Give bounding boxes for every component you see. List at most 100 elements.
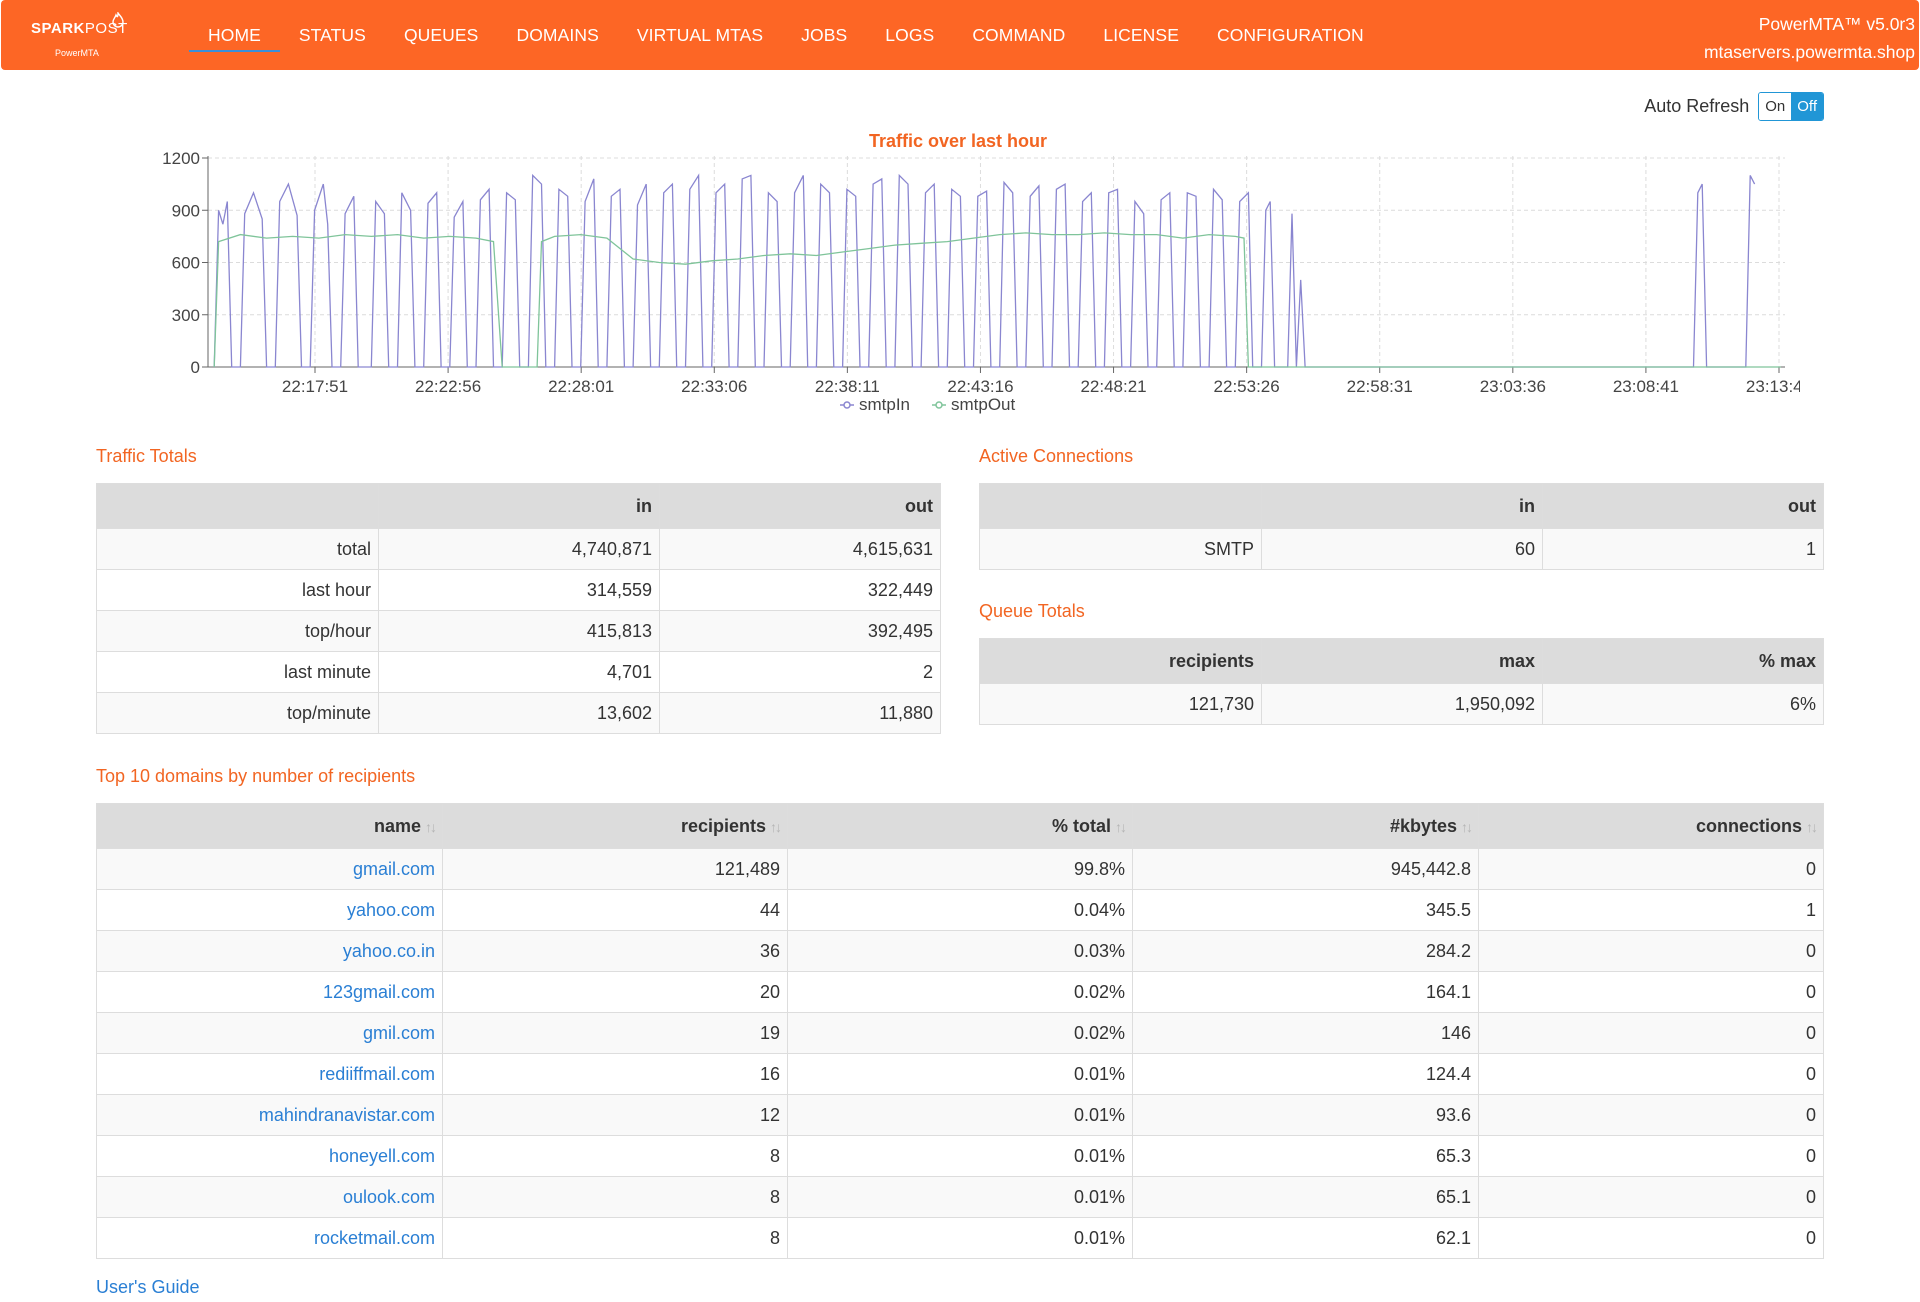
x-tick-label: 23:13:46 [1746, 377, 1800, 396]
host-label: mtaservers.powermta.shop [1703, 42, 1915, 62]
auto-refresh-on-button[interactable]: On [1759, 93, 1792, 120]
cell-value: 0 [1478, 1094, 1824, 1136]
main-nav: HOME STATUS QUEUES DOMAINS VIRTUAL MTAS … [189, 0, 1383, 70]
auto-refresh-toggle[interactable]: On Off [1758, 92, 1824, 121]
sort-recipients-header[interactable]: recipients ↑↓ [442, 803, 788, 849]
cell-value: 415,813 [378, 610, 660, 652]
sort-icon: ↑↓ [1806, 818, 1818, 835]
column-header: recipients [979, 638, 1262, 684]
nav-queues[interactable]: QUEUES [403, 24, 479, 45]
nav-command[interactable]: COMMAND [972, 24, 1066, 45]
nav-home[interactable]: HOME [189, 0, 280, 70]
legend-label: smtpIn [859, 395, 910, 414]
table-row: yahoo.co.in 36 0.03% 284.2 0 [96, 930, 1824, 972]
sort-name-header[interactable]: name ↑↓ [96, 803, 443, 849]
traffic-chart: Traffic over last hour 0 300 600 900 1200 22:1… [162, 131, 1800, 414]
row-label: top/minute [96, 692, 379, 734]
cell-value: 6% [1542, 683, 1824, 725]
cell-value: 99.8% [787, 848, 1133, 890]
brand-name: SPARKPOST [31, 20, 128, 37]
table-row: yahoo.com 44 0.04% 345.5 1 [96, 889, 1824, 931]
sparkpost-logo[interactable]: SPARKPOST PowerMTA [31, 10, 141, 60]
chart-title: Traffic over last hour [869, 131, 1047, 151]
users-guide-link[interactable]: User's Guide [96, 1277, 200, 1297]
domain-link[interactable]: rocketmail.com [313, 1227, 435, 1248]
y-tick-label: 900 [172, 201, 200, 220]
nav-configuration[interactable]: CONFIGURATION [1216, 24, 1364, 45]
cell-value: 62.1 [1132, 1217, 1479, 1259]
domain-link[interactable]: yahoo.co.in [342, 940, 435, 961]
column-header-label: #kbytes [1389, 815, 1457, 836]
cell-value: 392,495 [659, 610, 941, 652]
row-label: last hour [96, 569, 379, 611]
cell-value: 1 [1478, 889, 1824, 931]
domain-link[interactable]: oulook.com [342, 1186, 435, 1207]
cell-value: 65.3 [1132, 1135, 1479, 1177]
x-tick-label: 22:43:16 [947, 377, 1013, 396]
column-header [979, 483, 1262, 529]
domain-link[interactable]: gmail.com [352, 858, 435, 879]
table-row: mahindranavistar.com 12 0.01% 93.6 0 [96, 1094, 1824, 1136]
domain-cell: honeyell.com [96, 1135, 443, 1177]
cell-value: 0.03% [787, 930, 1133, 972]
domain-link[interactable]: 123gmail.com [322, 981, 435, 1002]
x-tick-label: 22:17:51 [282, 377, 348, 396]
nav-domains[interactable]: DOMAINS [516, 24, 599, 45]
navbar: SPARKPOST PowerMTA HOME STATUS QUEUES DO… [1, 0, 1919, 70]
x-tick-label: 22:58:31 [1347, 377, 1413, 396]
sort-icon: ↑↓ [425, 818, 437, 835]
cell-value: 0.02% [787, 971, 1133, 1013]
cell-value: 0 [1478, 1217, 1824, 1259]
cell-value: 4,701 [378, 651, 660, 693]
domain-link[interactable]: rediiffmail.com [319, 1063, 435, 1084]
series-line-smtpIn [213, 173, 1756, 368]
column-header-label: % total [1051, 815, 1111, 836]
column-header: out [659, 483, 941, 529]
sort-kbytes-header[interactable]: #kbytes ↑↓ [1132, 803, 1479, 849]
domain-link[interactable]: honeyell.com [328, 1145, 435, 1166]
cell-value: 13,602 [378, 692, 660, 734]
auto-refresh-off-button[interactable]: Off [1791, 93, 1823, 120]
table-row: oulook.com 8 0.01% 65.1 0 [96, 1176, 1824, 1218]
sort-connections-header[interactable]: connections ↑↓ [1478, 803, 1824, 849]
domain-link[interactable]: mahindranavistar.com [258, 1104, 435, 1125]
x-tick-label: 22:53:26 [1214, 377, 1280, 396]
queue-totals-table: recipients max % max 121,730 1,950,092 6… [979, 638, 1824, 725]
legend-label: smtpOut [951, 395, 1016, 414]
table-row: last minute 4,701 2 [96, 651, 941, 693]
y-tick-label: 0 [191, 358, 200, 377]
domain-cell: rediiffmail.com [96, 1053, 443, 1095]
x-tick-label: 22:28:01 [548, 377, 614, 396]
table-row: rocketmail.com 8 0.01% 62.1 0 [96, 1217, 1824, 1259]
cell-value: 0.04% [787, 889, 1133, 931]
table-row: top/hour 415,813 392,495 [96, 610, 941, 652]
table-header-row: recipients max % max [979, 638, 1824, 684]
cell-value: 124.4 [1132, 1053, 1479, 1095]
nav-virtual-mtas[interactable]: VIRTUAL MTAS [636, 24, 764, 45]
nav-status[interactable]: STATUS [298, 24, 366, 45]
x-tick-label: 23:03:36 [1480, 377, 1546, 396]
domain-link[interactable]: gmil.com [362, 1022, 435, 1043]
nav-license[interactable]: LICENSE [1103, 24, 1179, 45]
row-label: top/hour [96, 610, 379, 652]
flame-icon [112, 12, 124, 28]
cell-value: 284.2 [1132, 930, 1479, 972]
series-line-smtpOut [213, 232, 1781, 368]
column-header: in [378, 483, 660, 529]
cell-value: 0 [1478, 848, 1824, 890]
sort-icon: ↑↓ [770, 818, 782, 835]
cell-value: 0 [1478, 1135, 1824, 1177]
domain-cell: rocketmail.com [96, 1217, 443, 1259]
cell-value: 65.1 [1132, 1176, 1479, 1218]
domain-link[interactable]: yahoo.com [346, 899, 435, 920]
x-tick-label: 22:38:11 [815, 377, 880, 396]
nav-jobs[interactable]: JOBS [801, 24, 848, 45]
sort-icon: ↑↓ [1461, 818, 1473, 835]
cell-value: 4,740,871 [378, 528, 660, 570]
column-header-label: connections [1695, 815, 1802, 836]
active-connections-title: Active Connections [979, 446, 1134, 466]
nav-logs[interactable]: LOGS [885, 24, 935, 45]
sort-percent-total-header[interactable]: % total ↑↓ [787, 803, 1133, 849]
cell-value: 0.01% [787, 1053, 1133, 1095]
domain-cell: yahoo.com [96, 889, 443, 931]
